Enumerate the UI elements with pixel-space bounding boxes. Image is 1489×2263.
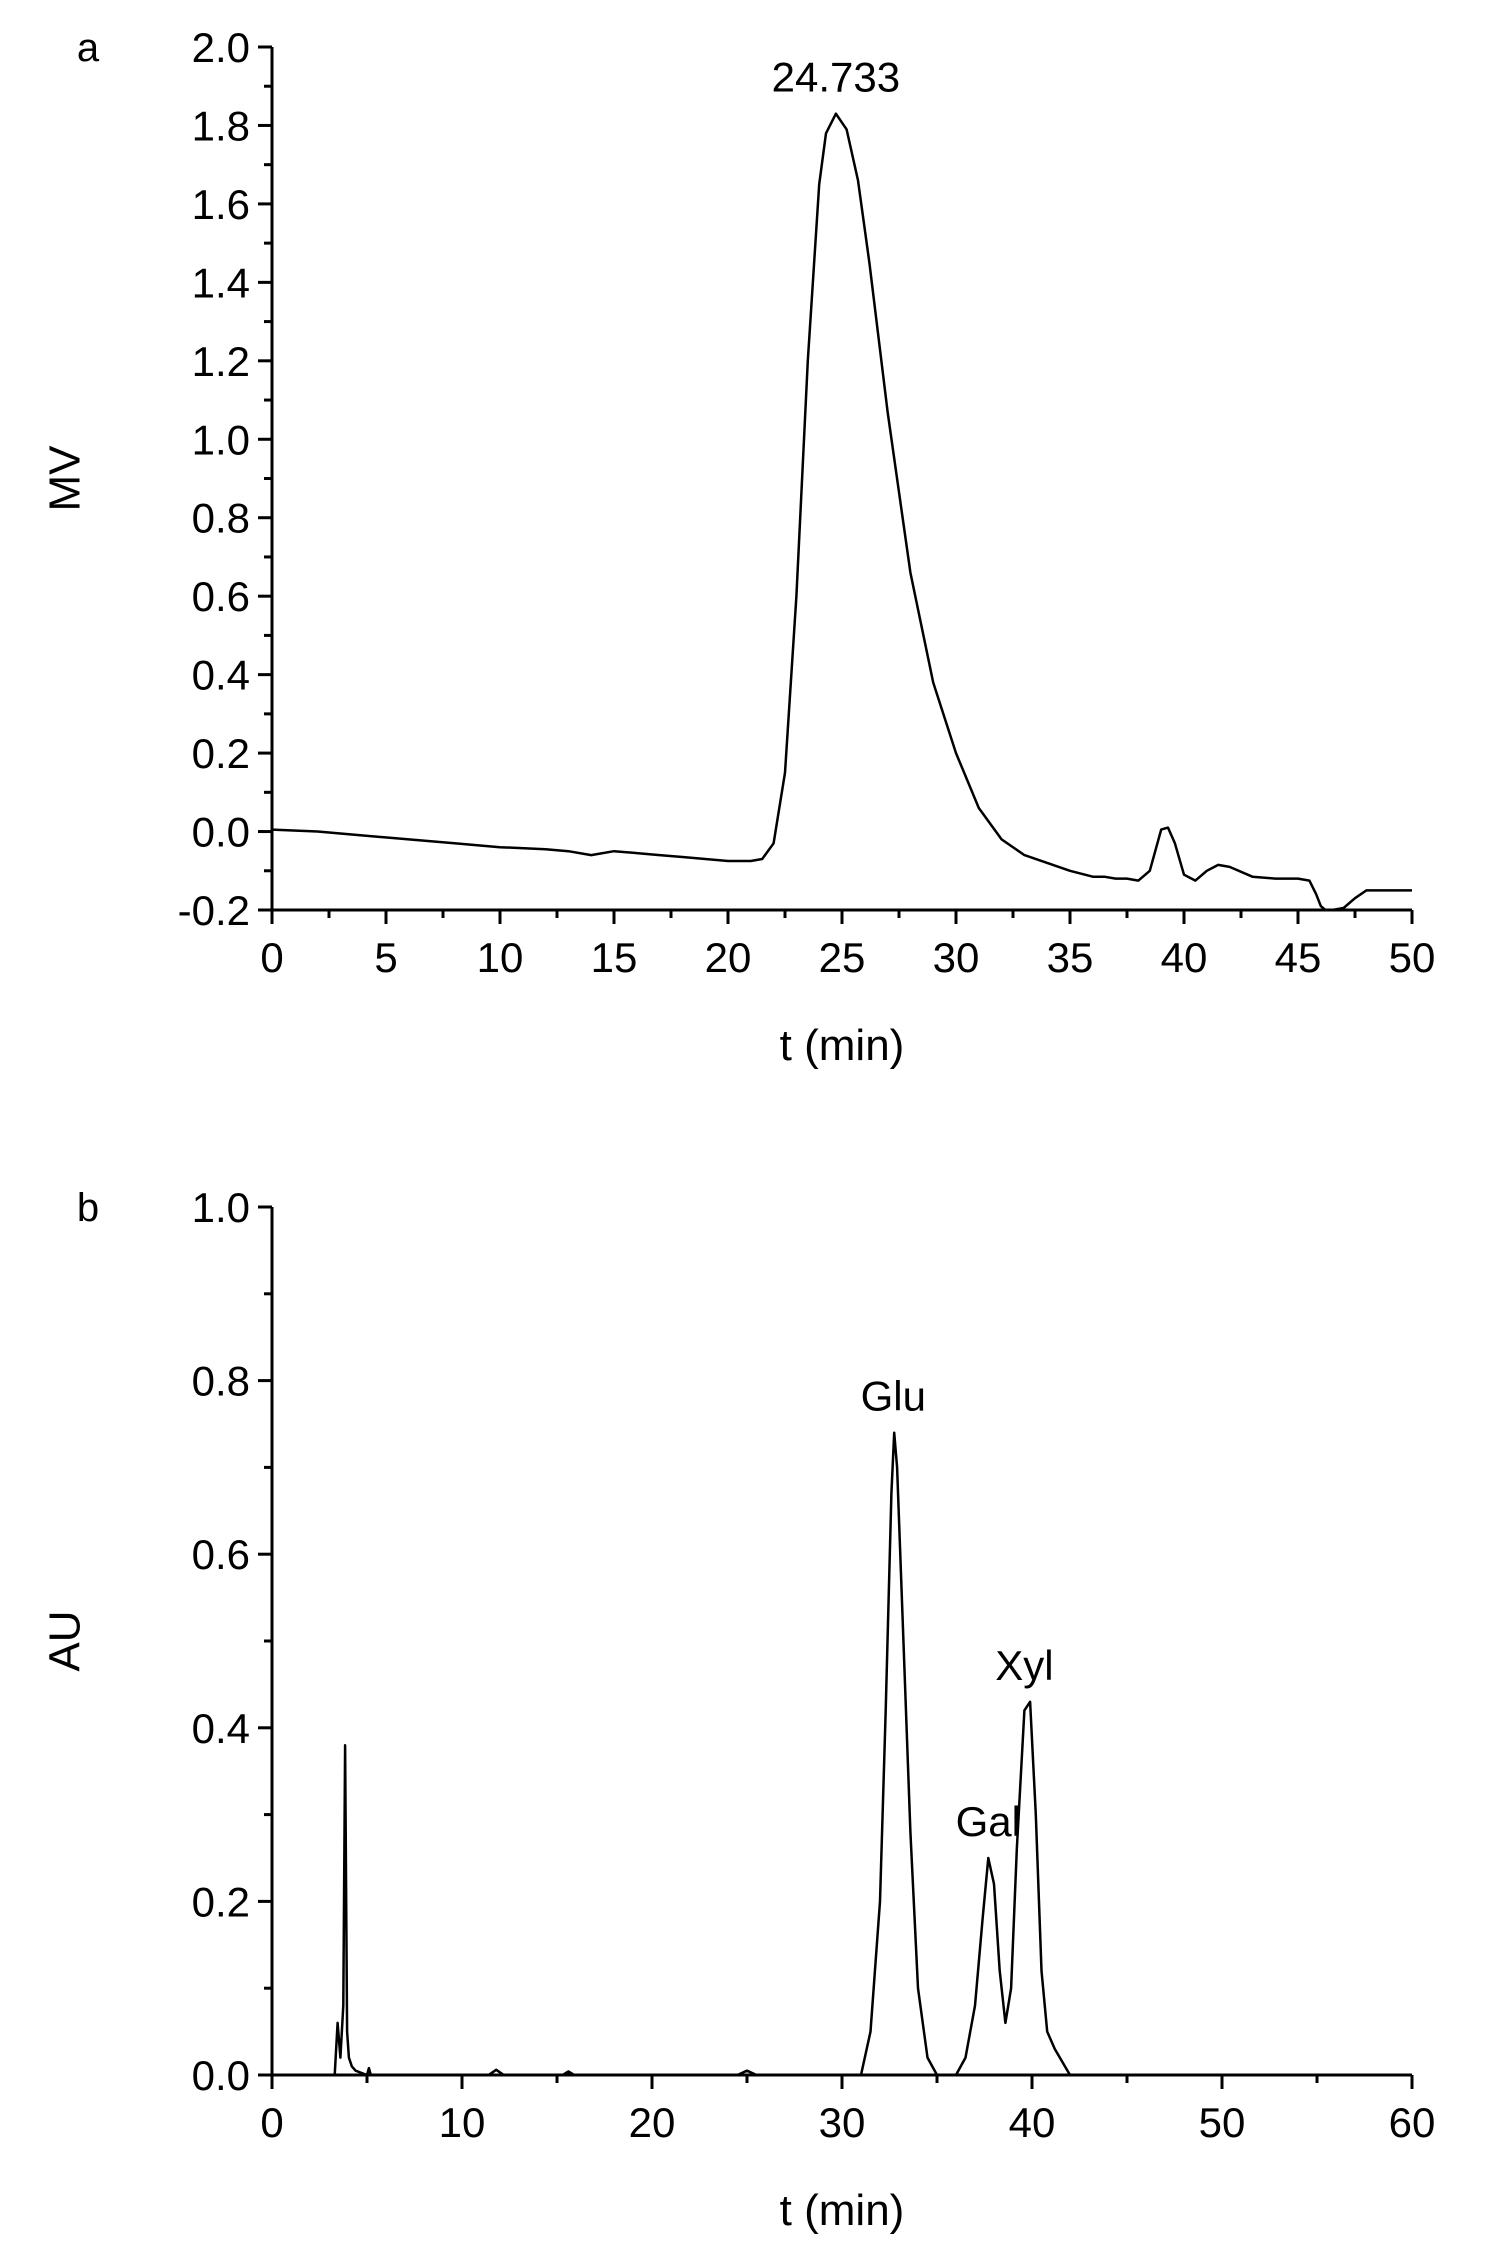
peak-label: 24.733 — [772, 54, 900, 101]
y-tick-label: 1.2 — [192, 338, 250, 385]
y-tick-label: 0.8 — [192, 1358, 250, 1405]
y-tick-label: 0.6 — [192, 1531, 250, 1578]
y-tick-label: 1.4 — [192, 259, 250, 306]
y-tick-label: 1.6 — [192, 181, 250, 228]
x-tick-label: 20 — [705, 934, 752, 981]
x-axis-title: t (min) — [780, 2186, 905, 2235]
x-tick-label: 0 — [260, 934, 283, 981]
x-tick-label: 60 — [1389, 2099, 1436, 2146]
y-tick-label: 0.6 — [192, 573, 250, 620]
x-tick-label: 30 — [933, 934, 980, 981]
x-tick-label: 30 — [819, 2099, 866, 2146]
peak-label: Gal — [956, 1798, 1021, 1845]
y-tick-label: 1.8 — [192, 102, 250, 149]
y-tick-label: 0.2 — [192, 730, 250, 777]
chart-panel-a: 0 5 10 15 20 25 30 35 40 45 50 -0.2 0.0 0.2 0.4 0.6 0.8 1… — [41, 24, 1436, 1070]
y-tick-label: 1.0 — [192, 416, 250, 463]
chart-panel-b: 0 10 20 30 40 50 60 0.0 0.2 0.4 0.6 0.8 1.0 t (min) AU… — [41, 1184, 1436, 2235]
x-tick-label: 40 — [1009, 2099, 1056, 2146]
x-tick-label: 20 — [629, 2099, 676, 2146]
x-tick-label: 10 — [439, 2099, 486, 2146]
peak-label: Xyl — [995, 1642, 1053, 1689]
series-line — [300, 1431, 1412, 2077]
y-tick-label: 0.8 — [192, 495, 250, 542]
x-tick-label: 25 — [819, 934, 866, 981]
x-tick-label: 50 — [1199, 2099, 1246, 2146]
x-tick-label: 40 — [1161, 934, 1208, 981]
x-tick-label: 15 — [591, 934, 638, 981]
y-axis-title: AU — [41, 1610, 90, 1671]
x-axis-title: t (min) — [780, 1021, 905, 1070]
y-tick-label: 0.4 — [192, 652, 250, 699]
y-tick-label: 0.0 — [192, 809, 250, 856]
x-tick-label: 50 — [1389, 934, 1436, 981]
y-tick-label: 0.4 — [192, 1705, 250, 1752]
x-tick-label: 5 — [374, 934, 397, 981]
y-tick-label: 0.2 — [192, 1878, 250, 1925]
x-tick-label: 45 — [1275, 934, 1322, 981]
peak-label: Glu — [861, 1373, 926, 1420]
series-line — [271, 112, 1412, 912]
y-tick-label: 1.0 — [192, 1184, 250, 1231]
y-tick-label: 0.0 — [192, 2052, 250, 2099]
y-tick-label: 2.0 — [192, 24, 250, 71]
x-tick-label: 0 — [260, 2099, 283, 2146]
y-axis-title: MV — [41, 445, 90, 512]
x-tick-label: 10 — [477, 934, 524, 981]
x-tick-label: 35 — [1047, 934, 1094, 981]
panel-label: b — [77, 1186, 99, 1230]
panel-label: a — [77, 26, 100, 70]
y-tick-label: -0.2 — [178, 887, 250, 934]
